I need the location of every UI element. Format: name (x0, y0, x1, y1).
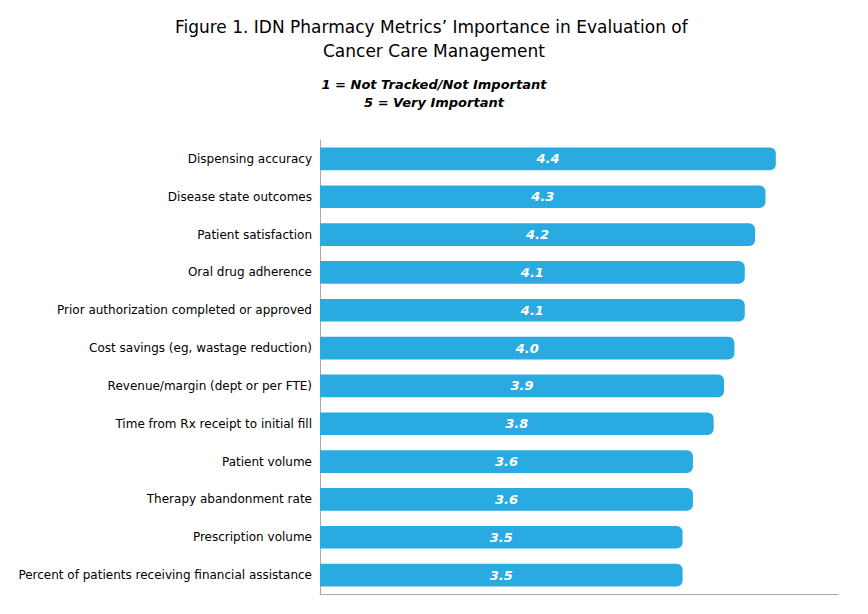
svg-text:Prescription volume: Prescription volume (193, 530, 312, 544)
svg-text:4.4: 4.4 (535, 151, 559, 166)
svg-text:Revenue/margin (dept or per FT: Revenue/margin (dept or per FTE) (108, 379, 312, 393)
svg-text:Prior authorization completed: Prior authorization completed or approve… (57, 303, 312, 317)
svg-text:3.8: 3.8 (505, 416, 528, 431)
svg-text:Therapy abandonment rate: Therapy abandonment rate (146, 492, 312, 506)
svg-text:3.9: 3.9 (511, 378, 534, 393)
svg-text:Oral drug adherence: Oral drug adherence (188, 265, 312, 279)
svg-text:4.1: 4.1 (520, 303, 544, 318)
svg-text:4.2: 4.2 (525, 227, 549, 242)
svg-text:1 = Not Tracked/Not Important: 1 = Not Tracked/Not Important (322, 77, 548, 92)
svg-text:Patient volume: Patient volume (222, 455, 312, 469)
svg-text:Dispensing accuracy: Dispensing accuracy (188, 152, 312, 166)
svg-text:3.5: 3.5 (490, 530, 513, 545)
svg-text:Disease state outcomes: Disease state outcomes (168, 190, 312, 204)
svg-text:Cost savings (eg, wastage redu: Cost savings (eg, wastage reduction) (89, 341, 312, 355)
svg-text:3.5: 3.5 (490, 568, 513, 583)
svg-text:Patient satisfaction: Patient satisfaction (197, 228, 312, 242)
svg-text:4.0: 4.0 (515, 341, 539, 356)
svg-text:3.6: 3.6 (495, 454, 518, 469)
svg-text:3.6: 3.6 (495, 492, 518, 507)
svg-text:4.3: 4.3 (530, 189, 554, 204)
svg-text:Cancer Care Management: Cancer Care Management (323, 41, 545, 61)
svg-text:5 = Very Important: 5 = Very Important (364, 95, 505, 110)
svg-text:Time from Rx receipt to initia: Time from Rx receipt to initial fill (114, 417, 312, 431)
svg-text:Figure 1. IDN Pharmacy Metrics: Figure 1. IDN Pharmacy Metrics’ Importan… (175, 17, 693, 37)
svg-text:4.1: 4.1 (520, 265, 544, 280)
svg-text:Percent of patients receiving: Percent of patients receiving financial … (18, 568, 312, 582)
